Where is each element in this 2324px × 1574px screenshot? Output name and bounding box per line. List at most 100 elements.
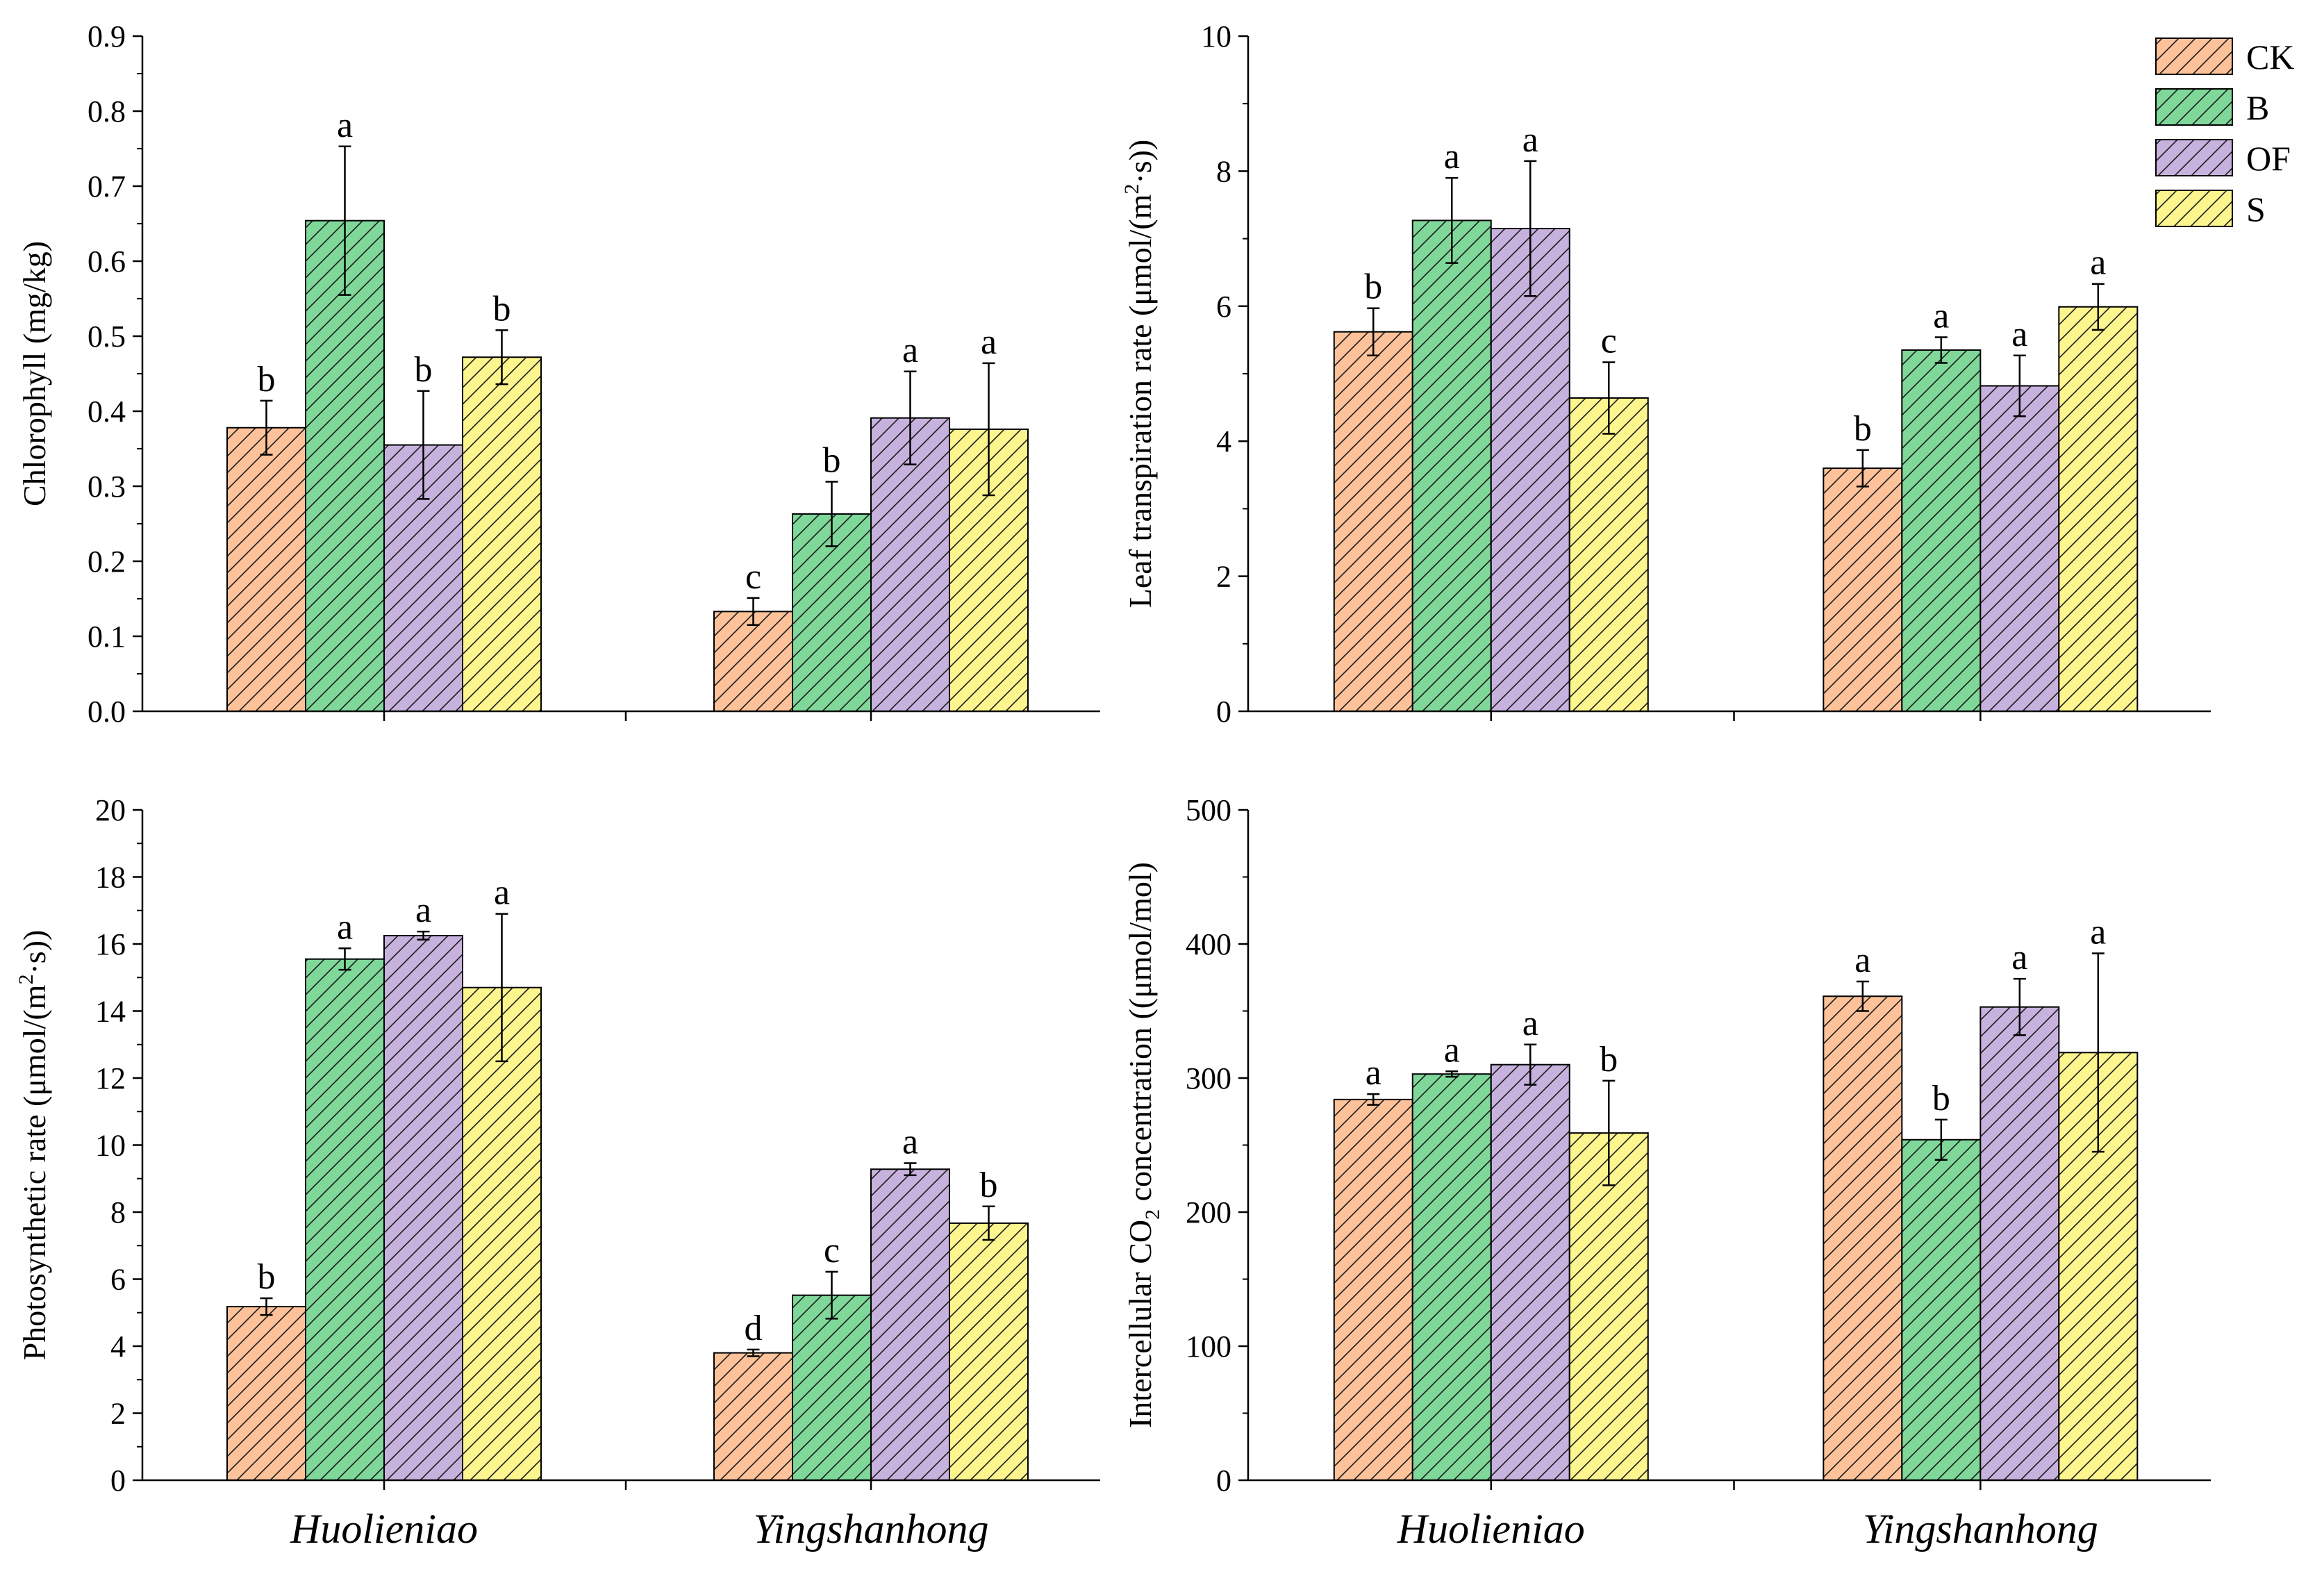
legend-swatch-b xyxy=(2155,88,2233,126)
y-tick-label: 0.6 xyxy=(88,245,126,279)
error-bar-s-huolieniao xyxy=(495,913,508,1063)
y-tick-label: 2 xyxy=(110,1397,126,1431)
bar-of-yingshanhong xyxy=(1979,385,2060,712)
bar-s-huolieniao xyxy=(462,356,542,712)
error-bar-of-huolieniao xyxy=(1524,160,1537,297)
sig-letter-s-huolieniao: b xyxy=(1600,1040,1618,1079)
sig-letter-ck-yingshanhong: a xyxy=(1854,941,1870,980)
sig-letter-ck-huolieniao: b xyxy=(1364,267,1382,307)
category-label-yingshanhong: Yingshanhong xyxy=(1863,1506,2098,1552)
panel-transpiration: b b a a a a c a 0 2 4 6 8 10 Leaf transpiration rate (… xyxy=(1120,19,2294,729)
bar-b-yingshanhong xyxy=(1901,349,1982,713)
sig-letter-ck-yingshanhong: c xyxy=(745,557,761,597)
error-bar-s-huolieniao xyxy=(495,329,508,386)
y-tick-label: 10 xyxy=(1201,19,1231,53)
y-tick-label: 10 xyxy=(95,1129,126,1163)
bar-b-huolieniao xyxy=(1411,219,1492,712)
error-bar-s-huolieniao xyxy=(1602,361,1616,435)
y-tick-label: 6 xyxy=(110,1263,126,1297)
sig-letter-s-yingshanhong: a xyxy=(2090,913,2106,952)
y-tick-label: 0 xyxy=(1216,695,1231,729)
y-tick-label: 0.5 xyxy=(88,320,126,354)
y-tick-label: 0.4 xyxy=(88,395,126,429)
sig-letter-b-yingshanhong: a xyxy=(1933,297,1949,336)
legend-label-s: S xyxy=(2246,190,2266,229)
error-bar-ck-yingshanhong xyxy=(747,597,760,627)
legend-swatch-s xyxy=(2155,190,2233,227)
error-bar-b-yingshanhong xyxy=(1934,336,1948,364)
error-bar-ck-huolieniao xyxy=(260,1297,273,1316)
bar-ck-huolieniao xyxy=(226,1306,306,1481)
error-bar-s-yingshanhong xyxy=(2091,283,2105,331)
y-tick-label: 0.7 xyxy=(88,169,126,204)
error-bar-s-huolieniao xyxy=(1602,1079,1616,1186)
sig-letter-b-yingshanhong: c xyxy=(824,1231,840,1270)
legend-swatch-ck xyxy=(2155,38,2233,75)
error-bar-ck-yingshanhong xyxy=(747,1348,760,1357)
category-label-huolieniao: Huolieniao xyxy=(290,1506,478,1552)
y-axis-title: Intercellular CO2 concentration ((μmol/m… xyxy=(1122,862,1164,1428)
legend-swatch-of xyxy=(2155,139,2233,176)
sig-letter-s-yingshanhong: b xyxy=(980,1166,998,1205)
sig-letter-of-yingshanhong: a xyxy=(2011,315,2027,354)
error-bar-b-huolieniao xyxy=(338,145,351,296)
y-tick-label: 8 xyxy=(1216,154,1231,188)
panel-chlorophyll: b c a b b a b a 0.0 0.1 0.2 0.3 0.4 0.5 0.6 0.7 0.8 0.9 Ch… xyxy=(17,19,1100,729)
bar-of-yingshanhong xyxy=(870,1168,950,1481)
bar-ck-yingshanhong xyxy=(713,1352,793,1482)
y-tick-label: 0.0 xyxy=(88,695,126,729)
y-axis-title: Photosynthetic rate (μmol/(m2·s)) xyxy=(15,930,52,1361)
bar-of-huolieniao xyxy=(1490,228,1570,712)
error-bar-ck-huolieniao xyxy=(1367,1093,1380,1106)
sig-letter-of-huolieniao: a xyxy=(415,890,431,930)
y-tick-label: 0.9 xyxy=(88,19,126,53)
category-label-huolieniao: Huolieniao xyxy=(1397,1506,1585,1552)
sig-letter-b-huolieniao: a xyxy=(1444,1030,1460,1070)
sig-letter-b-huolieniao: a xyxy=(337,907,353,947)
y-tick-label: 6 xyxy=(1216,290,1231,324)
y-tick-label: 400 xyxy=(1186,927,1231,961)
bar-s-yingshanhong xyxy=(2058,306,2139,713)
error-bar-s-yingshanhong xyxy=(982,362,995,497)
y-tick-label: 14 xyxy=(95,995,126,1029)
error-bar-of-huolieniao xyxy=(417,390,430,500)
y-tick-label: 0.1 xyxy=(88,620,126,654)
y-tick-label: 200 xyxy=(1186,1195,1231,1229)
error-bar-of-huolieniao xyxy=(1524,1043,1537,1086)
bar-b-huolieniao xyxy=(305,958,385,1481)
sig-letter-s-huolieniao: c xyxy=(1601,321,1617,361)
sig-letter-of-huolieniao: a xyxy=(1522,120,1538,160)
error-bar-of-yingshanhong xyxy=(2013,977,2026,1036)
error-bar-of-yingshanhong xyxy=(2013,354,2026,417)
sig-letter-of-huolieniao: b xyxy=(415,350,433,390)
bar-b-yingshanhong xyxy=(1901,1138,1982,1482)
sig-letter-ck-huolieniao: a xyxy=(1366,1053,1381,1093)
legend: CK B OF S xyxy=(2155,38,2294,229)
y-tick-label: 100 xyxy=(1186,1329,1231,1364)
error-bar-s-yingshanhong xyxy=(982,1205,995,1241)
bar-of-huolieniao xyxy=(383,934,463,1481)
y-tick-label: 4 xyxy=(1216,424,1231,458)
y-tick-label: 4 xyxy=(110,1329,126,1364)
bar-ck-yingshanhong xyxy=(1823,467,1903,713)
bar-of-yingshanhong xyxy=(1979,1006,2060,1481)
legend-label-of: OF xyxy=(2246,139,2291,178)
bar-of-huolieniao xyxy=(1490,1063,1570,1481)
y-axis-title: Leaf transpiration rate (μmol/(m2·s)) xyxy=(1120,140,1158,608)
y-tick-label: 16 xyxy=(95,927,126,961)
legend-label-b: B xyxy=(2246,88,2269,127)
error-bar-b-yingshanhong xyxy=(825,481,838,547)
sig-letter-of-huolieniao: a xyxy=(1522,1004,1538,1043)
y-tick-label: 2 xyxy=(1216,560,1231,594)
bar-of-yingshanhong xyxy=(870,417,950,712)
error-bar-ck-yingshanhong xyxy=(1856,980,1869,1012)
sig-letter-ck-huolieniao: b xyxy=(258,360,276,399)
sig-letter-b-yingshanhong: b xyxy=(823,441,841,481)
y-tick-label: 8 xyxy=(110,1195,126,1229)
bar-ck-yingshanhong xyxy=(1823,995,1903,1481)
y-tick-label: 0 xyxy=(1216,1464,1231,1498)
sig-letter-ck-yingshanhong: b xyxy=(1854,409,1872,449)
sig-letter-ck-yingshanhong: d xyxy=(745,1309,763,1348)
y-tick-label: 0.3 xyxy=(88,470,126,504)
bar-ck-huolieniao xyxy=(1333,331,1413,712)
